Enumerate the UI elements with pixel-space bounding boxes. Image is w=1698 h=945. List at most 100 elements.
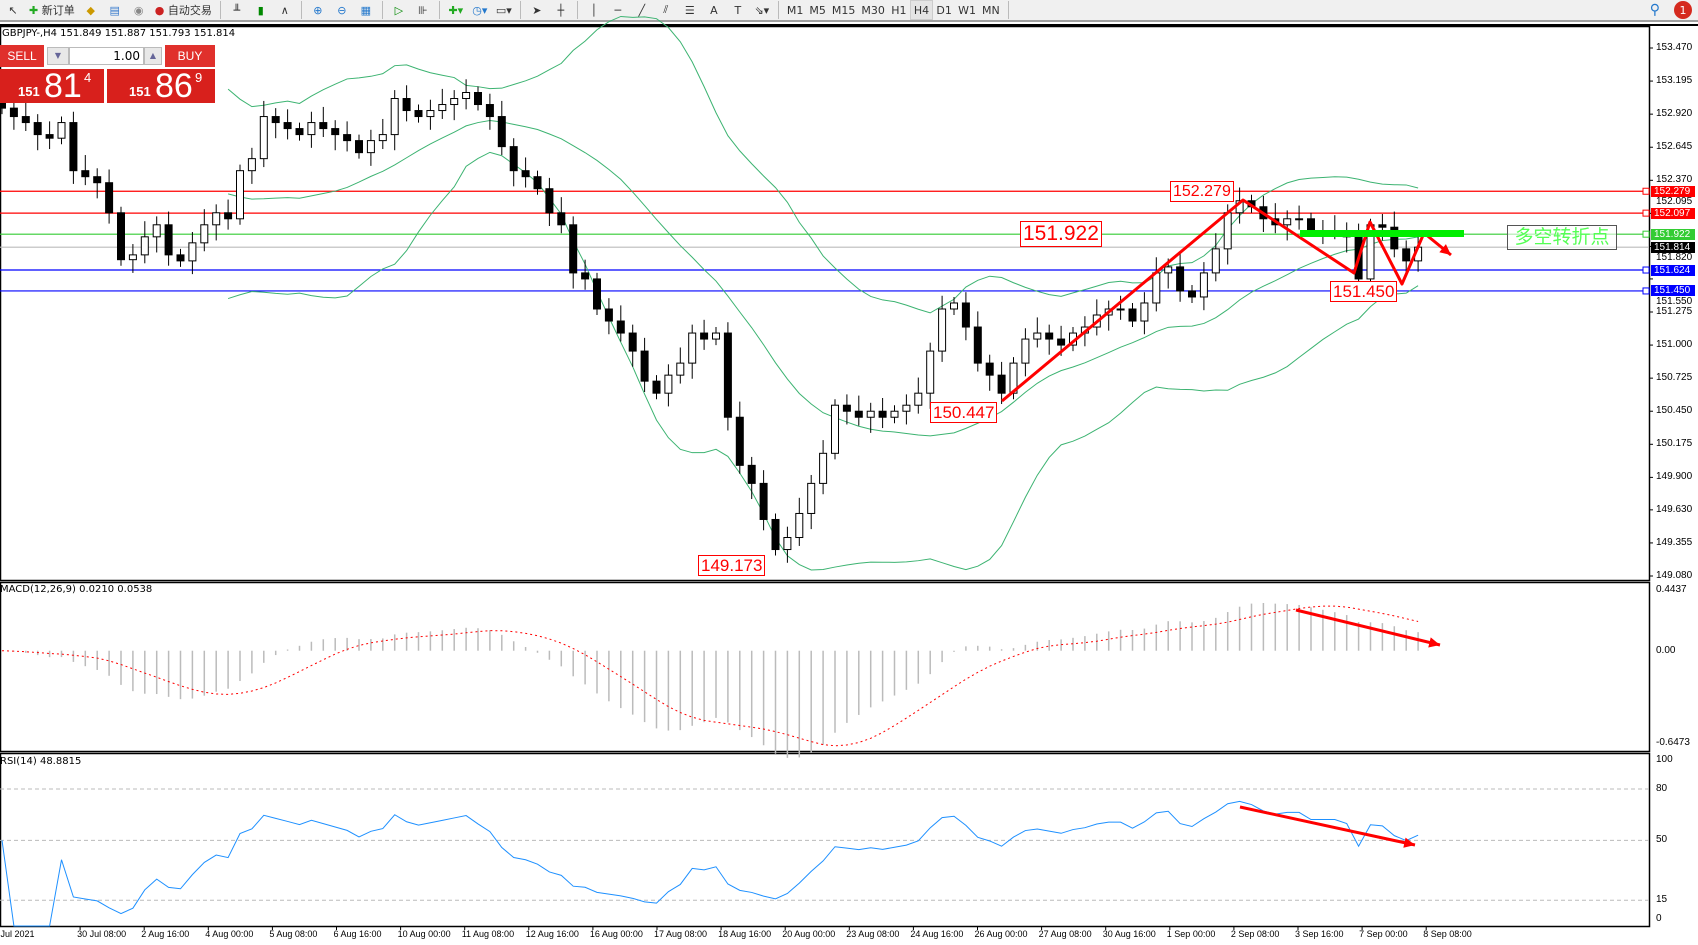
date-axis-label: 23 Aug 08:00: [846, 929, 900, 939]
candle-body: [319, 122, 328, 130]
candle: [164, 211, 173, 266]
candle: [69, 111, 78, 184]
vertical-line-icon[interactable]: │: [590, 3, 598, 17]
macd-divergence-arrow-head: [1428, 637, 1440, 648]
candle: [997, 361, 1006, 405]
autoscroll-icon[interactable]: ▷: [394, 3, 404, 17]
zoom-out-icon[interactable]: ⊖: [337, 3, 347, 17]
ask-price-button[interactable]: 151 86 9: [107, 67, 215, 105]
candle: [45, 121, 54, 150]
navigator-icon[interactable]: ▤: [109, 3, 120, 17]
candle: [581, 259, 590, 290]
candle-body: [236, 170, 244, 220]
volume-input[interactable]: 1.00: [69, 47, 144, 65]
sell-button[interactable]: SELL: [0, 45, 44, 67]
indicators-icon[interactable]: ✚▾: [448, 3, 464, 17]
macd-zero-label: 0.00: [1656, 644, 1676, 656]
candle: [259, 100, 268, 168]
bid-price-button[interactable]: 151 81 4: [0, 67, 104, 105]
candle-body: [0, 101, 6, 109]
horizontal-line-icon[interactable]: ─: [614, 3, 622, 17]
bollinger-band-m: [227, 119, 1419, 437]
text-label-icon[interactable]: T: [734, 3, 742, 17]
timeframe-m15[interactable]: M15: [831, 3, 856, 17]
candle-body: [140, 236, 149, 256]
arrows-icon[interactable]: ⇘▾: [754, 3, 770, 17]
search-icon[interactable]: ⚲: [1649, 2, 1660, 18]
annotation-pivot[interactable]: 151.922: [1020, 221, 1102, 247]
price-axis-label: 151.000: [1656, 339, 1693, 351]
timeframe-h4[interactable]: H4: [909, 0, 934, 20]
candle: [426, 99, 435, 130]
annotation-low-recent[interactable]: 151.450: [1330, 281, 1398, 302]
timeframe-w1[interactable]: W1: [958, 3, 976, 17]
market-watch-icon[interactable]: ◆: [86, 3, 95, 17]
candle: [914, 377, 923, 414]
equidistant-channel-icon[interactable]: ⫽: [663, 3, 669, 16]
candle: [390, 90, 399, 151]
annotation-bottom[interactable]: 149.173: [698, 555, 766, 576]
candle: [212, 204, 221, 241]
new-order-icon: ✚: [29, 3, 39, 17]
trendline-icon[interactable]: ╱: [638, 3, 646, 17]
volume-decrease-button[interactable]: ▼: [47, 47, 69, 65]
bar-chart-icon[interactable]: ╨: [233, 3, 241, 17]
date-axis-label: 12 Aug 16:00: [525, 929, 579, 939]
candle: [33, 114, 42, 151]
timeframe-m5[interactable]: M5: [809, 3, 826, 17]
annotation-high[interactable]: 152.279: [1170, 181, 1234, 202]
candle: [735, 401, 744, 474]
candle-body: [997, 374, 1006, 394]
timeframe-h1[interactable]: H1: [891, 3, 907, 17]
candlestick-chart-icon[interactable]: ▮: [257, 3, 264, 17]
chart-shift-icon[interactable]: ⊪: [418, 3, 428, 17]
zoom-in-icon[interactable]: ⊕: [313, 3, 323, 17]
crosshair-tool-icon[interactable]: ↖: [8, 3, 18, 17]
candle: [497, 100, 506, 156]
candle-body: [1057, 338, 1066, 346]
candle-body: [783, 537, 792, 551]
timeframe-mn[interactable]: MN: [981, 3, 1000, 17]
candle-body: [961, 302, 970, 328]
candle: [283, 109, 292, 140]
periods-icon[interactable]: ◷▾: [472, 3, 488, 17]
candle: [723, 322, 732, 431]
text-icon[interactable]: A: [710, 3, 718, 17]
buy-button[interactable]: BUY: [165, 45, 215, 67]
price-axis-label: 153.470: [1656, 42, 1693, 53]
candle: [950, 296, 958, 316]
volume-increase-button[interactable]: ▲: [144, 47, 162, 65]
timeframe-m1[interactable]: M1: [786, 3, 804, 17]
timeframe-m30[interactable]: M30: [861, 3, 885, 17]
crosshair-icon[interactable]: ┼: [557, 3, 565, 17]
timeframe-d1[interactable]: D1: [936, 3, 952, 17]
date-axis-label: 10 Aug 00:00: [397, 929, 451, 939]
candle-body: [747, 464, 756, 484]
notification-badge[interactable]: 1: [1674, 1, 1692, 19]
candle-body: [509, 146, 518, 172]
candle: [331, 120, 340, 151]
templates-icon[interactable]: ▭▾: [495, 3, 512, 17]
price-axis-label: 152.095: [1656, 196, 1693, 208]
bid-big: 81: [44, 67, 82, 105]
chart-window[interactable]: [0, 24, 1698, 945]
candle-body: [462, 92, 471, 100]
date-axis-label: 29 Jul 2021: [0, 929, 35, 939]
line-chart-icon[interactable]: ∧: [280, 3, 289, 17]
fibonacci-icon[interactable]: ☰: [684, 3, 695, 17]
auto-trading-button[interactable]: ● 自动交易: [152, 0, 215, 20]
candle-body: [200, 224, 209, 244]
signals-icon[interactable]: ◉: [133, 3, 144, 17]
candle-body: [1390, 226, 1399, 250]
candle-body: [1176, 266, 1185, 292]
new-order-button[interactable]: ✚ 新订单: [26, 0, 78, 20]
tile-windows-icon[interactable]: ▦: [360, 3, 372, 17]
pivot-text-box[interactable]: 多空转折点: [1507, 225, 1617, 250]
annotation-swing-low[interactable]: 150.447: [930, 402, 998, 423]
candle: [414, 104, 423, 123]
rsi-line: [1, 800, 1419, 927]
rsi-divergence-arrow: [1239, 805, 1416, 847]
candle-body: [81, 170, 90, 178]
cursor-icon[interactable]: ➤: [532, 3, 542, 17]
